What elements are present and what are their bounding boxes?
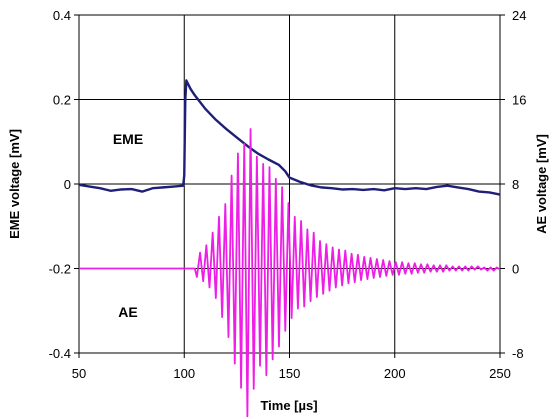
- annotation-ae: AE: [118, 304, 137, 320]
- y-axis-left-title: EME voltage [mV]: [7, 129, 22, 239]
- tick-labels: 50 100 150 200 250 0.4 0.2 0 -0.2 -0.4 24 16 8 0 -8: [49, 8, 527, 381]
- y-right-tick-label-0: 24: [512, 8, 526, 23]
- x-tick-label-0: 50: [72, 366, 86, 381]
- grid: [78, 14, 501, 354]
- x-tick-label-4: 250: [489, 366, 511, 381]
- y-left-tick-label-0: 0.4: [53, 8, 71, 23]
- annotation-eme: EME: [113, 131, 143, 147]
- y-right-tick-label-3: 0: [512, 262, 519, 277]
- y-left-tick-label-3: -0.2: [49, 262, 71, 277]
- y-left-tick-label-4: -0.4: [49, 346, 71, 361]
- y-left-tick-label-1: 0.2: [53, 93, 71, 108]
- x-tick-label-2: 150: [279, 366, 301, 381]
- series-group: [78, 79, 501, 418]
- y-axis-right-title: AE voltage [mV]: [534, 134, 549, 234]
- y-right-tick-label-4: -8: [512, 346, 524, 361]
- y-right-tick-label-2: 8: [512, 177, 519, 192]
- x-axis-title: Time [µs]: [260, 398, 317, 413]
- y-left-tick-label-2: 0: [64, 177, 71, 192]
- series-line-eme: [78, 79, 501, 196]
- x-tick-label-3: 200: [384, 366, 406, 381]
- y-right-tick-label-1: 16: [512, 93, 526, 108]
- x-tick-label-1: 100: [173, 366, 195, 381]
- series-line-ae: [79, 128, 501, 418]
